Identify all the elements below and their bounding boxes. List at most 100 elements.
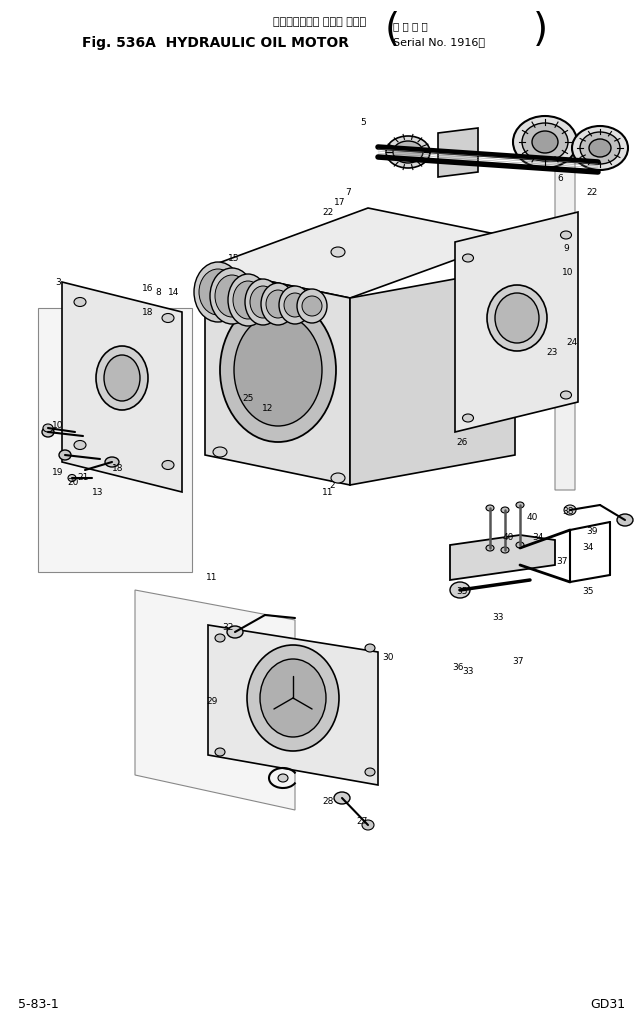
Polygon shape — [62, 282, 182, 492]
Polygon shape — [135, 590, 295, 810]
Ellipse shape — [228, 274, 268, 326]
Ellipse shape — [532, 131, 558, 153]
Text: 38: 38 — [562, 508, 574, 517]
Ellipse shape — [365, 644, 375, 652]
Ellipse shape — [522, 123, 568, 161]
Ellipse shape — [215, 748, 225, 756]
Ellipse shape — [233, 281, 263, 319]
Ellipse shape — [486, 505, 494, 511]
Ellipse shape — [194, 262, 242, 322]
Polygon shape — [208, 625, 378, 785]
Ellipse shape — [302, 296, 322, 316]
Ellipse shape — [199, 269, 237, 315]
Ellipse shape — [227, 626, 243, 638]
Text: 30: 30 — [382, 654, 394, 663]
Text: 34: 34 — [532, 534, 544, 542]
Polygon shape — [455, 212, 578, 432]
Ellipse shape — [162, 314, 174, 323]
Ellipse shape — [393, 141, 423, 163]
Ellipse shape — [210, 268, 254, 324]
Polygon shape — [350, 268, 515, 485]
Text: 20: 20 — [67, 477, 79, 486]
Ellipse shape — [516, 502, 524, 508]
Ellipse shape — [560, 231, 572, 239]
Text: 11: 11 — [206, 573, 218, 583]
Text: 34: 34 — [582, 543, 594, 552]
Ellipse shape — [250, 286, 276, 318]
Text: 28: 28 — [322, 798, 334, 807]
Polygon shape — [205, 208, 515, 298]
Ellipse shape — [331, 247, 345, 257]
Text: 5-83-1: 5-83-1 — [18, 998, 59, 1011]
Ellipse shape — [572, 126, 628, 170]
Text: 10: 10 — [562, 268, 574, 276]
Ellipse shape — [42, 427, 54, 437]
Text: 18: 18 — [112, 464, 124, 473]
Text: 26: 26 — [456, 437, 468, 447]
Text: 11: 11 — [322, 487, 334, 496]
Ellipse shape — [213, 447, 227, 457]
Ellipse shape — [501, 547, 509, 553]
Text: 12: 12 — [262, 404, 274, 412]
Ellipse shape — [617, 514, 633, 526]
Ellipse shape — [589, 139, 611, 157]
Text: 8: 8 — [155, 287, 161, 296]
Text: 22: 22 — [587, 188, 597, 197]
Ellipse shape — [279, 286, 311, 324]
Text: (: ( — [385, 11, 400, 49]
Text: 17: 17 — [334, 198, 345, 206]
Text: 35: 35 — [582, 588, 594, 597]
Text: ): ) — [533, 11, 548, 49]
Ellipse shape — [278, 774, 288, 782]
Ellipse shape — [234, 314, 322, 426]
Text: 32: 32 — [222, 623, 234, 632]
Text: 27: 27 — [356, 817, 368, 826]
Text: 29: 29 — [206, 697, 218, 706]
Text: 40: 40 — [503, 534, 513, 542]
Text: 6: 6 — [557, 174, 563, 183]
Ellipse shape — [43, 424, 53, 432]
Text: 13: 13 — [92, 487, 104, 496]
Ellipse shape — [365, 768, 375, 776]
Text: 24: 24 — [567, 338, 578, 346]
Text: 37: 37 — [556, 557, 568, 566]
Ellipse shape — [247, 645, 339, 751]
Ellipse shape — [564, 505, 576, 515]
Text: 40: 40 — [526, 514, 538, 523]
Ellipse shape — [362, 820, 374, 830]
Ellipse shape — [162, 461, 174, 470]
Ellipse shape — [105, 457, 119, 467]
Ellipse shape — [220, 298, 336, 442]
Ellipse shape — [516, 542, 524, 548]
Text: ハイドロリック オイル モータ: ハイドロリック オイル モータ — [274, 17, 367, 27]
Text: 33: 33 — [492, 613, 504, 622]
Text: 18: 18 — [142, 308, 154, 317]
Text: 25: 25 — [242, 394, 254, 403]
Text: Fig. 536A  HYDRAULIC OIL MOTOR: Fig. 536A HYDRAULIC OIL MOTOR — [81, 36, 349, 50]
Text: 22: 22 — [322, 207, 333, 216]
Ellipse shape — [386, 136, 430, 168]
Ellipse shape — [68, 474, 76, 481]
Text: Serial No. 1916～: Serial No. 1916～ — [393, 37, 485, 47]
Text: 37: 37 — [512, 658, 524, 667]
Polygon shape — [450, 535, 555, 580]
Ellipse shape — [74, 441, 86, 450]
Text: 23: 23 — [546, 347, 558, 356]
Ellipse shape — [104, 355, 140, 401]
Polygon shape — [38, 308, 192, 572]
Ellipse shape — [495, 293, 539, 343]
Ellipse shape — [560, 391, 572, 399]
Text: 21: 21 — [78, 473, 88, 481]
Ellipse shape — [501, 508, 509, 513]
Ellipse shape — [284, 293, 306, 317]
Ellipse shape — [297, 289, 327, 323]
Polygon shape — [205, 268, 350, 485]
Ellipse shape — [486, 545, 494, 551]
Ellipse shape — [260, 659, 326, 737]
Ellipse shape — [331, 473, 345, 483]
Text: GD31: GD31 — [590, 998, 625, 1011]
Text: 2: 2 — [329, 480, 335, 489]
Text: 15: 15 — [228, 254, 240, 263]
Ellipse shape — [513, 116, 577, 168]
Text: 14: 14 — [169, 287, 179, 296]
